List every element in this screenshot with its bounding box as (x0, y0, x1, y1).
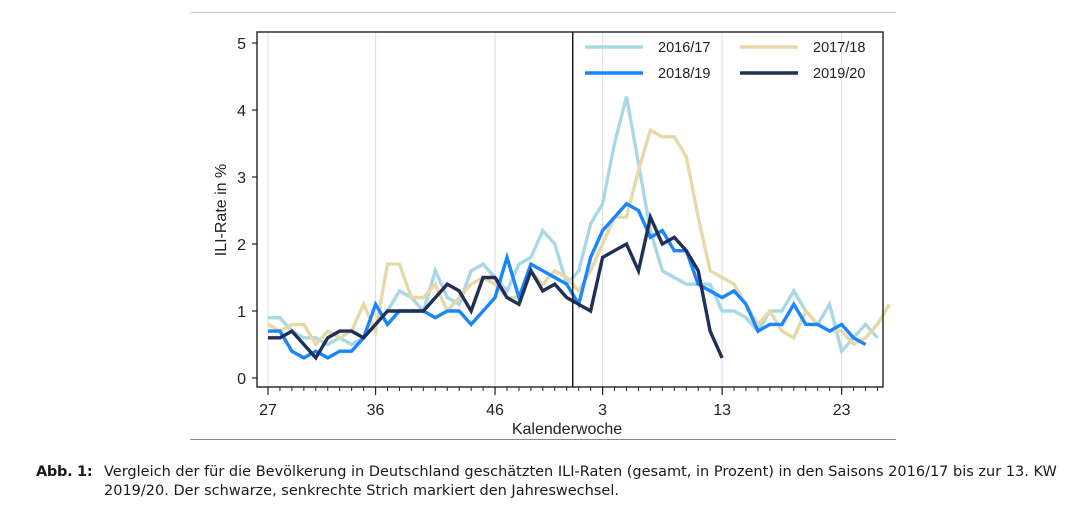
y-tick-label: 3 (237, 170, 246, 187)
figure-caption: Abb. 1: Vergleich der für die Bevölkerun… (36, 463, 1076, 501)
legend-label: 2018/19 (658, 66, 710, 82)
y-tick-label: 4 (237, 103, 246, 120)
series-line-2018-19 (268, 201, 867, 360)
legend: 2016/17 2017/18 2018/19 2019/20 (585, 40, 865, 82)
legend-label: 2016/17 (658, 40, 710, 56)
x-tick-label: 13 (713, 402, 731, 419)
y-axis-title: ILI-Rate in % (213, 164, 230, 256)
series-lines (267, 96, 891, 361)
y-tick-label: 2 (237, 237, 246, 254)
caption-text: Vergleich der für die Bevölkerung in Deu… (104, 464, 1057, 499)
figure-frame (190, 12, 896, 440)
x-axis-title: Kalenderwoche (512, 421, 622, 438)
plot-frame (256, 31, 884, 388)
legend-item: 2016/17 (585, 40, 710, 56)
x-tick-label: 3 (598, 402, 607, 419)
y-tick-label: 0 (237, 371, 246, 388)
legend-item: 2018/19 (585, 66, 710, 82)
legend-label: 2017/18 (813, 40, 865, 56)
y-tick-label: 1 (237, 304, 246, 321)
caption-label: Abb. 1: (36, 464, 93, 480)
x-tick-label: 23 (833, 402, 851, 419)
series-line-2017-18 (267, 127, 891, 348)
x-tick-label: 46 (486, 402, 504, 419)
x-tick-label: 27 (259, 402, 277, 419)
x-tick-label: 36 (367, 402, 385, 419)
series-line-2019-20 (268, 211, 724, 361)
legend-label: 2019/20 (813, 66, 865, 82)
legend-item: 2017/18 (740, 40, 865, 56)
y-tick-label: 5 (237, 36, 246, 53)
legend-item: 2019/20 (740, 66, 865, 82)
